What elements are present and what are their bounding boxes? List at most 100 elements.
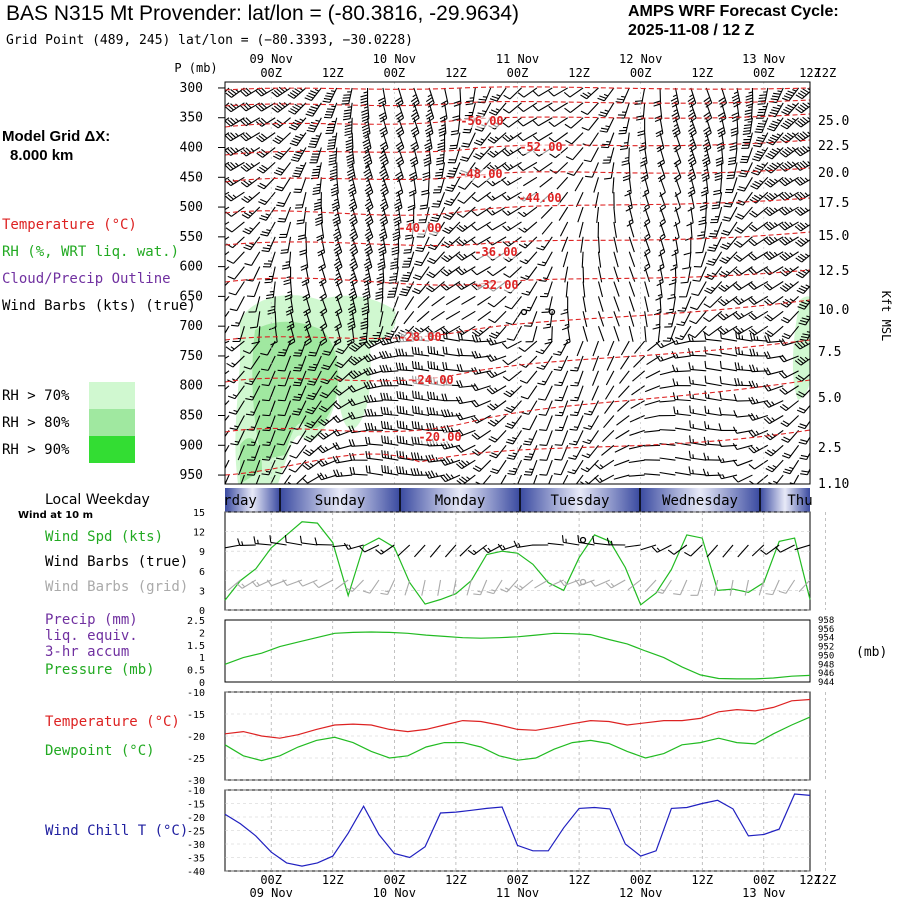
legend-cloud: Cloud/Precip Outline bbox=[2, 271, 171, 287]
wind-barb-feather bbox=[288, 320, 293, 324]
wind-barb-feather bbox=[360, 94, 368, 98]
wind-barb-feather bbox=[509, 149, 514, 154]
wind-barb bbox=[284, 370, 292, 387]
wind-barb bbox=[647, 340, 661, 352]
wind-barb-feather bbox=[274, 137, 282, 143]
wind-barb-feather bbox=[416, 468, 420, 476]
wind-barb-feather bbox=[797, 341, 804, 348]
calm-wind-circle bbox=[579, 578, 587, 586]
contour-label: -44.00 bbox=[518, 191, 561, 205]
wind-barb-feather bbox=[713, 192, 721, 196]
wind-barb-feather bbox=[587, 425, 593, 428]
wind-barb-grid-feather bbox=[610, 583, 615, 587]
wind-barb-feather bbox=[800, 439, 808, 443]
wind-barb-feather bbox=[798, 287, 806, 292]
wind-barb-feather bbox=[502, 194, 509, 201]
wind-barb-feather bbox=[305, 411, 313, 415]
wind-barb bbox=[702, 236, 707, 253]
wind-barb-feather bbox=[798, 322, 806, 326]
wind-barb-feather bbox=[369, 394, 374, 402]
contour-label-bg bbox=[462, 116, 502, 128]
wind-barb bbox=[268, 385, 276, 401]
wind-barb-feather bbox=[396, 114, 403, 120]
wind-barb-feather bbox=[471, 254, 478, 261]
wind-barb-feather bbox=[306, 129, 315, 133]
wind-barb-feather bbox=[580, 94, 587, 100]
wind-barb-feather bbox=[641, 142, 646, 145]
wind-barb-feather bbox=[384, 435, 387, 444]
top-hour-label: 12Z bbox=[691, 66, 713, 80]
wind-barb-feather bbox=[436, 159, 444, 163]
wind-barb-feather bbox=[323, 350, 331, 354]
wind-barb-feather bbox=[720, 284, 728, 291]
wind-barb bbox=[769, 281, 784, 291]
wind-barb-feather bbox=[259, 166, 266, 172]
wind-barb-feather bbox=[397, 117, 404, 123]
wind-barb-feather bbox=[671, 252, 679, 257]
wind-barb-feather bbox=[511, 421, 516, 425]
wind-barb-feather bbox=[290, 108, 298, 113]
wind-barb-feather bbox=[705, 276, 713, 280]
wind-barb-feather bbox=[687, 111, 695, 117]
wind-barb-feather bbox=[755, 383, 759, 388]
wind-barb-feather bbox=[600, 127, 609, 130]
wind-barb-feather bbox=[804, 177, 809, 182]
wind-barb bbox=[800, 208, 810, 216]
wind-barb-feather bbox=[246, 474, 255, 476]
wind-barb-feather bbox=[783, 452, 792, 457]
wind-barb-feather bbox=[396, 465, 399, 474]
wind-barb-feather bbox=[748, 254, 755, 261]
wind-barb-feather bbox=[287, 94, 295, 99]
wind-barb-feather bbox=[346, 168, 354, 174]
wind-barb-feather bbox=[673, 109, 678, 113]
wind-barb-feather bbox=[673, 144, 680, 150]
wind-barb-feather bbox=[768, 251, 775, 258]
wind-barb-feather bbox=[597, 97, 605, 102]
wind-barb-feather bbox=[506, 422, 514, 427]
wind-barb-feather bbox=[424, 141, 432, 147]
wind-barb-feather bbox=[807, 146, 810, 150]
wind-barb bbox=[746, 147, 753, 163]
wind-barb bbox=[628, 296, 635, 312]
wind-barb-feather bbox=[807, 161, 810, 165]
wind-barb-feather bbox=[434, 174, 443, 177]
wind-barb-feather bbox=[346, 338, 354, 343]
wind-barb-feather bbox=[364, 165, 370, 169]
wind-barb-feather bbox=[541, 380, 547, 383]
wind-barb-feather bbox=[502, 241, 509, 247]
wind-barb-feather bbox=[251, 341, 259, 345]
wind-barb-feather bbox=[763, 418, 770, 425]
wind-barb-feather bbox=[755, 139, 764, 143]
wind-barb-feather bbox=[505, 390, 513, 396]
wind-barb-feather bbox=[507, 210, 511, 215]
wind-barb-feather bbox=[763, 401, 770, 408]
wind-barb-feather bbox=[446, 425, 451, 433]
wind-barb-feather bbox=[215, 134, 221, 139]
wind-barb-feather bbox=[312, 392, 317, 395]
wind-barb-grid-feather bbox=[282, 579, 288, 586]
wind-barb-feather bbox=[425, 455, 430, 463]
wind-barb-feather bbox=[796, 393, 804, 398]
wind-barb-feather bbox=[671, 103, 679, 108]
wind-barb-feather bbox=[482, 96, 488, 98]
wind-barb-feather bbox=[287, 290, 292, 294]
wind-barb-feather bbox=[732, 426, 738, 434]
wind-barb-feather bbox=[347, 386, 354, 393]
wind-barb-feather bbox=[358, 342, 363, 347]
wind-barb-feather bbox=[445, 331, 448, 340]
wind-barb-feather bbox=[738, 175, 746, 178]
wind-barb-feather bbox=[425, 111, 433, 117]
wind-barb-feather bbox=[399, 466, 402, 474]
wind-barb-feather bbox=[487, 138, 495, 144]
wind-barb bbox=[734, 147, 738, 164]
wind-barb-feather bbox=[745, 94, 753, 98]
wind-barb-feather bbox=[342, 118, 351, 121]
bottom-date-label: 11 Nov bbox=[496, 886, 539, 900]
wind-barb-feather bbox=[778, 339, 784, 346]
wind-barb-feather bbox=[310, 140, 318, 143]
wind-barb-true-feather bbox=[774, 546, 781, 553]
wind-barb-grid bbox=[286, 579, 303, 587]
wind-barb-grid bbox=[644, 579, 657, 593]
wind-barb-feather bbox=[491, 452, 499, 457]
wind-barb bbox=[589, 430, 599, 444]
